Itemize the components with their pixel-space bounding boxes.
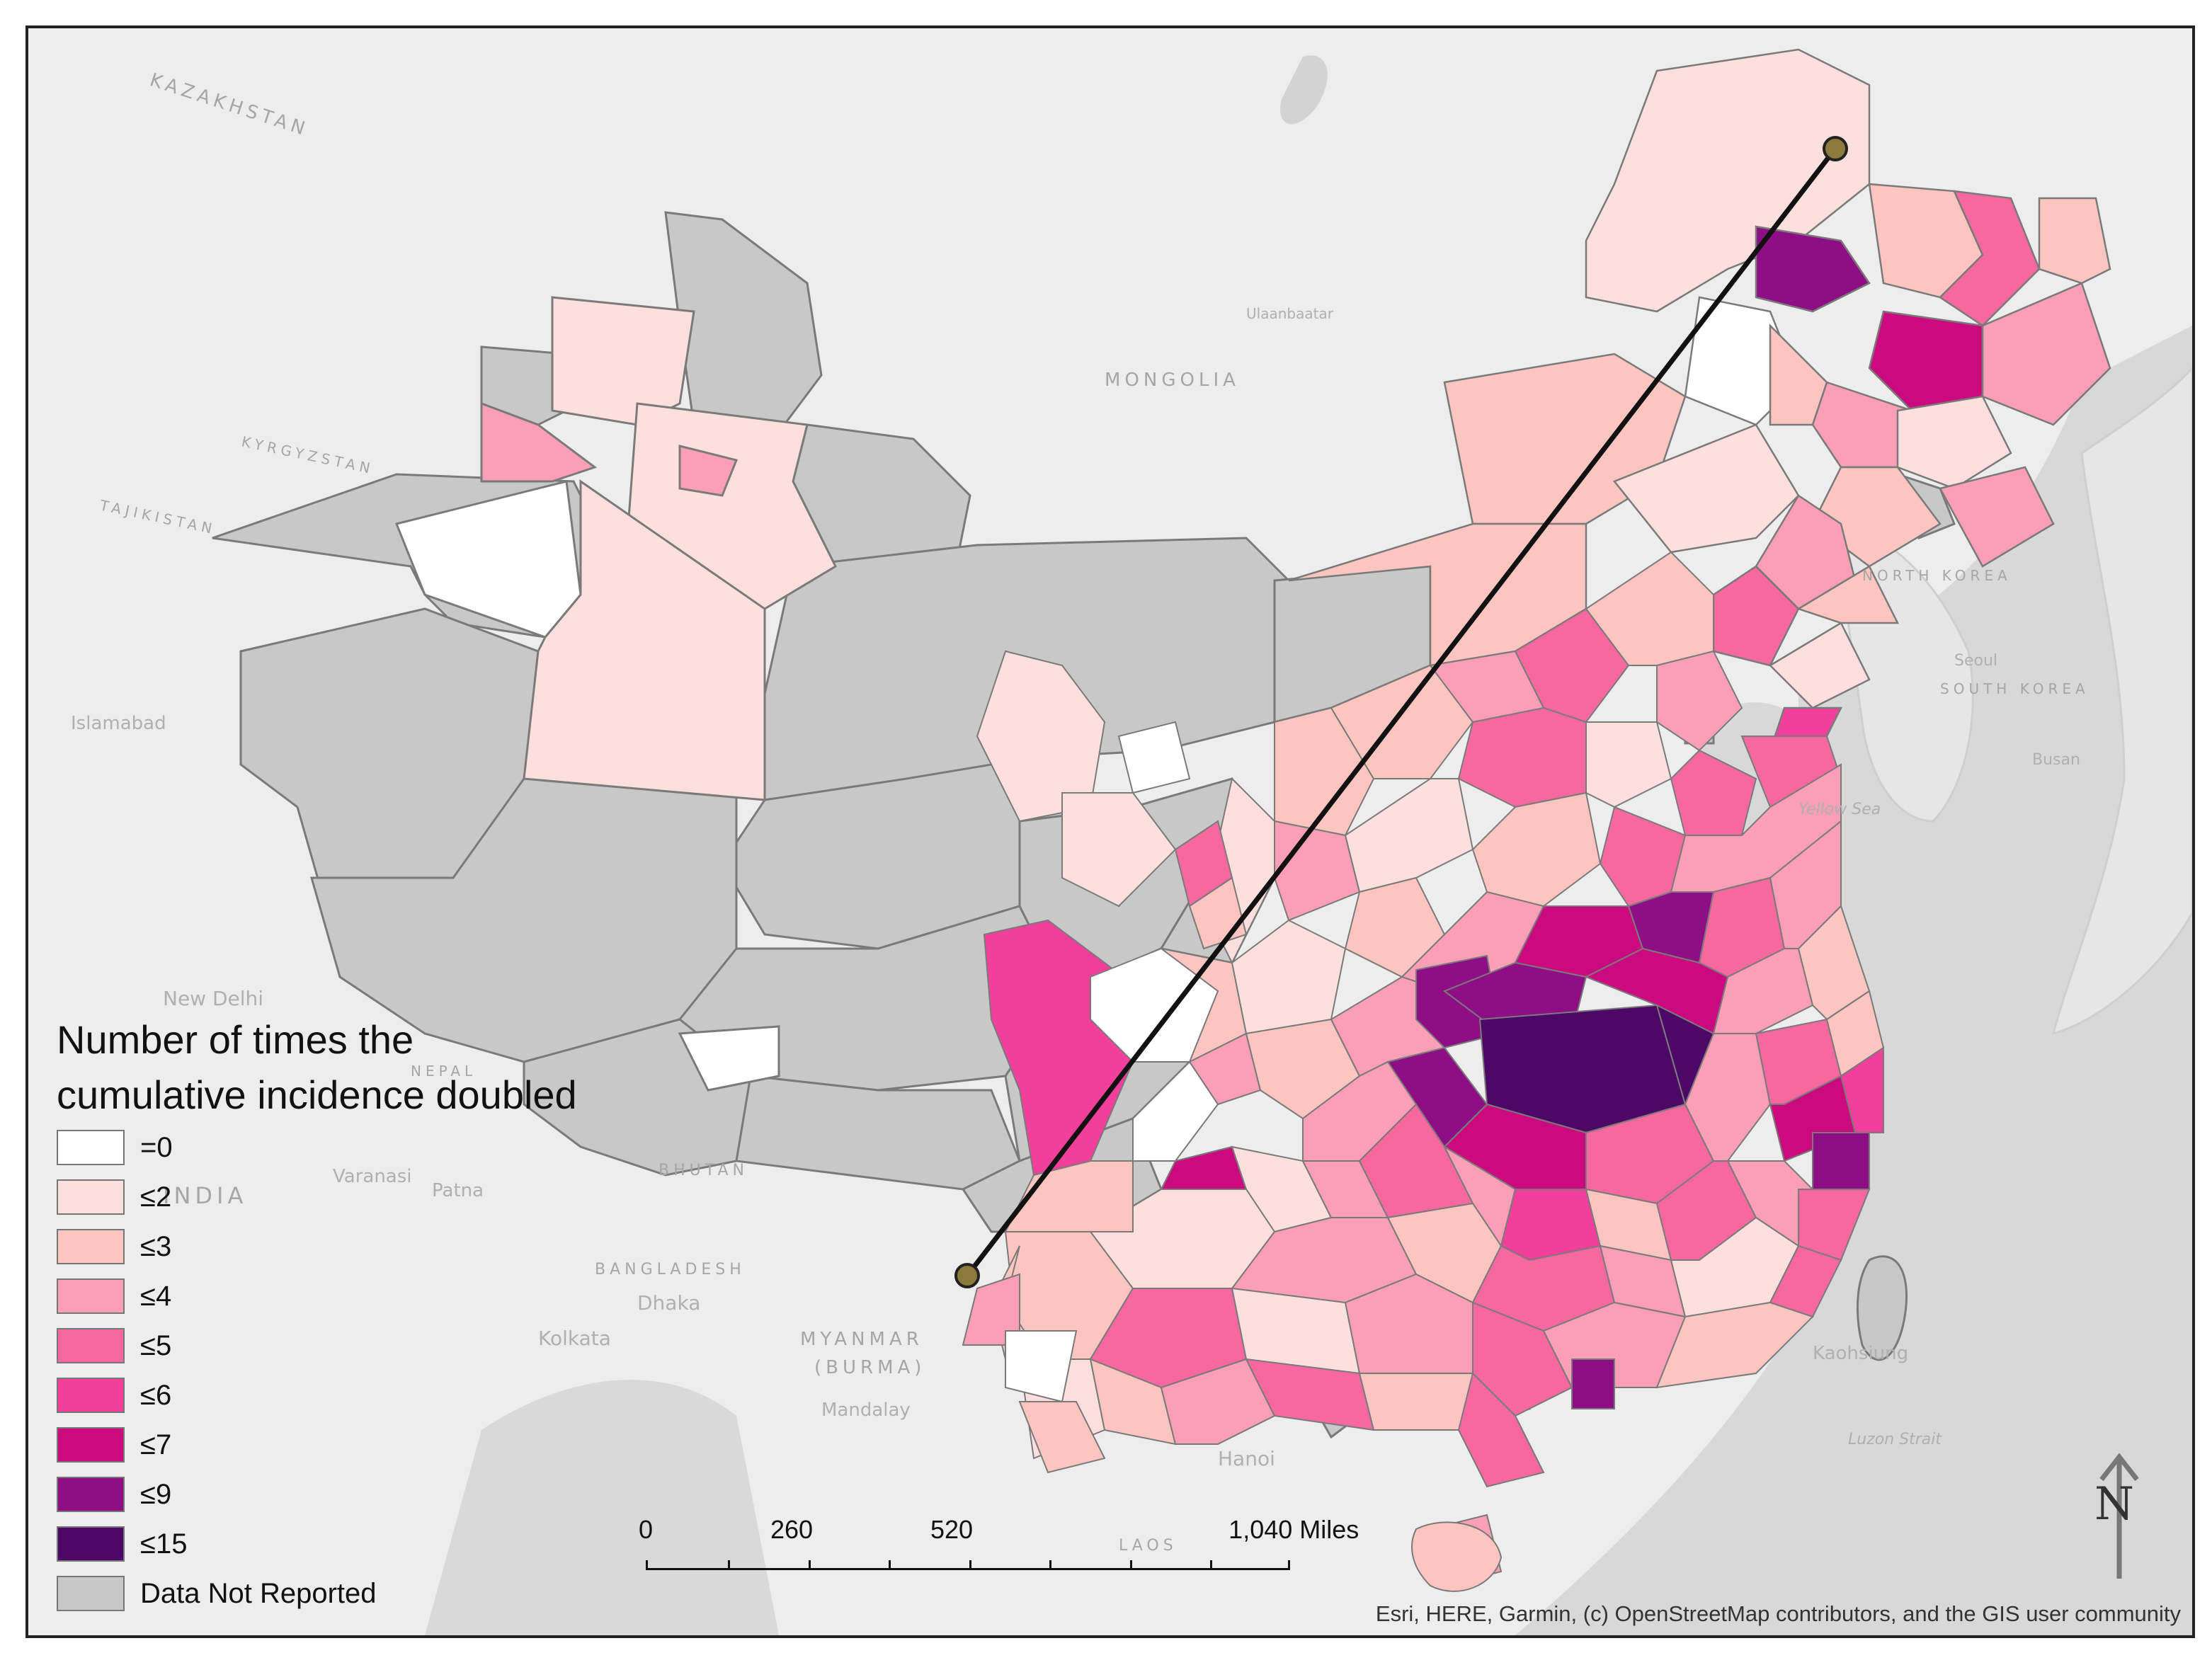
legend: Number of times the cumulative incidence… xyxy=(57,1012,694,1618)
label-mongolia: MONGOLIA xyxy=(1105,370,1240,391)
bay-of-bengal xyxy=(425,1380,779,1635)
legend-title-line2: cumulative incidence doubled xyxy=(57,1072,577,1117)
legend-label: ≤2 xyxy=(140,1181,172,1213)
legend-label: ≤9 xyxy=(140,1478,172,1510)
label-islamabad: Islamabad xyxy=(71,713,166,734)
regions-central xyxy=(1004,551,1885,1587)
scale-minor-tick xyxy=(809,1560,811,1568)
label-nepal: NEPAL xyxy=(411,1063,477,1080)
north-letter: N xyxy=(2094,1478,2134,1530)
east-china-sea xyxy=(1515,326,2192,1635)
label-seoul: Seoul xyxy=(1954,652,1997,670)
legend-swatch xyxy=(57,1378,125,1413)
scale-minor-tick xyxy=(969,1560,971,1568)
xinjiang-white xyxy=(394,480,582,639)
hainan xyxy=(1411,1521,1503,1592)
label-laos: LAOS xyxy=(1119,1537,1178,1555)
legend-item: ≤9 xyxy=(57,1470,694,1519)
legend-label: ≤5 xyxy=(140,1329,172,1361)
legend-item: ≤6 xyxy=(57,1371,694,1420)
scale-label-1040: 1,040 Miles xyxy=(1228,1515,1359,1544)
label-burma: (BURMA) xyxy=(814,1357,925,1378)
legend-item: =0 xyxy=(57,1123,694,1172)
lake-baikal xyxy=(1280,55,1328,125)
legend-title: Number of times the cumulative incidence… xyxy=(57,1012,694,1123)
map-frame: KAZAKHSTAN MONGOLIA KYRGYZSTAN TAJIKISTA… xyxy=(25,25,2195,1638)
label-myanmar: MYANMAR xyxy=(800,1329,923,1350)
legend-label: ≤6 xyxy=(140,1379,172,1411)
label-mandalay: Mandalay xyxy=(821,1400,911,1421)
label-kyrgyzstan: KYRGYZSTAN xyxy=(240,433,376,477)
legend-swatch xyxy=(57,1328,125,1363)
legend-item: Data Not Reported xyxy=(57,1569,694,1618)
legend-swatch xyxy=(57,1179,125,1215)
north-arrow: N xyxy=(2080,1444,2158,1586)
scale-label-260: 260 xyxy=(770,1515,814,1544)
label-dhaka: Dhaka xyxy=(637,1291,700,1315)
scale-minor-tick xyxy=(1049,1560,1051,1568)
label-kazakhstan: KAZAKHSTAN xyxy=(147,69,312,141)
regions-xinjiang xyxy=(394,296,837,1092)
label-patna: Patna xyxy=(432,1180,484,1201)
legend-item: ≤7 xyxy=(57,1420,694,1470)
scale-minor-tick xyxy=(889,1560,891,1568)
label-india: INDIA xyxy=(163,1182,247,1209)
label-luzon-strait: Luzon Strait xyxy=(1848,1431,1942,1448)
legend-item: ≤4 xyxy=(57,1271,694,1321)
label-bangladesh: BANGLADESH xyxy=(595,1261,746,1278)
label-north-korea: NORTH KOREA xyxy=(1862,567,2012,584)
scale-minor-tick xyxy=(1210,1560,1212,1568)
legend-label: ≤3 xyxy=(140,1230,172,1262)
attribution[interactable]: Esri, HERE, Garmin, (c) OpenStreetMap co… xyxy=(1375,1601,2181,1626)
endpoint-southwest xyxy=(954,1263,980,1288)
legend-item: ≤2 xyxy=(57,1172,694,1222)
scale-minor-tick xyxy=(728,1560,730,1568)
legend-swatch xyxy=(57,1427,125,1463)
diagonal-line xyxy=(965,147,1837,1278)
japan-islands xyxy=(2051,366,2192,1036)
legend-label: ≤15 xyxy=(140,1528,188,1560)
legend-swatch xyxy=(57,1576,125,1611)
route-line xyxy=(954,136,1848,1288)
label-new-delhi: New Delhi xyxy=(163,987,263,1010)
scale-line xyxy=(646,1560,1290,1570)
scale-minor-tick xyxy=(1130,1560,1132,1568)
label-south-korea: SOUTH KOREA xyxy=(1940,680,2090,697)
endpoint-northeast xyxy=(1823,136,1848,161)
north-arrow-icon xyxy=(2099,1453,2139,1579)
legend-item: ≤5 xyxy=(57,1321,694,1371)
legend-title-line1: Number of times the xyxy=(57,1017,414,1062)
scale-label-0: 0 xyxy=(638,1515,654,1544)
legend-items: =0 ≤2 ≤3 ≤4 ≤5 ≤6 ≤7 ≤9 ≤15 Data Not Reported xyxy=(57,1123,694,1618)
label-busan: Busan xyxy=(2032,751,2080,769)
legend-label: Data Not Reported xyxy=(140,1577,377,1609)
legend-swatch xyxy=(57,1526,125,1562)
label-kaohsiung: Kaohsiung xyxy=(1813,1343,1908,1364)
legend-label: ≤7 xyxy=(140,1429,172,1460)
label-tajikistan: TAJIKISTAN xyxy=(98,496,217,537)
scale-bar: 0 260 520 1,040 Miles xyxy=(609,1515,1388,1593)
legend-item: ≤15 xyxy=(57,1519,694,1569)
label-yellow-sea: Yellow Sea xyxy=(1798,801,1881,818)
label-ulaanbaatar: Ulaanbaatar xyxy=(1246,305,1334,322)
label-kolkata: Kolkata xyxy=(538,1327,611,1350)
legend-swatch xyxy=(57,1477,125,1512)
legend-swatch xyxy=(57,1278,125,1314)
legend-swatch xyxy=(57,1229,125,1264)
legend-label: ≤4 xyxy=(140,1280,172,1312)
label-varanasi: Varanasi xyxy=(333,1166,412,1187)
label-bhutan: BHUTAN xyxy=(659,1162,748,1179)
legend-label: =0 xyxy=(140,1131,173,1163)
regions-northeast xyxy=(1288,48,2111,766)
scale-label-520: 520 xyxy=(930,1515,974,1544)
legend-item: ≤3 xyxy=(57,1222,694,1271)
map-canvas[interactable]: KAZAKHSTAN MONGOLIA KYRGYZSTAN TAJIKISTA… xyxy=(28,28,2192,1635)
label-hanoi: Hanoi xyxy=(1218,1447,1275,1470)
legend-swatch xyxy=(57,1130,125,1165)
taiwan xyxy=(1856,1255,1908,1361)
